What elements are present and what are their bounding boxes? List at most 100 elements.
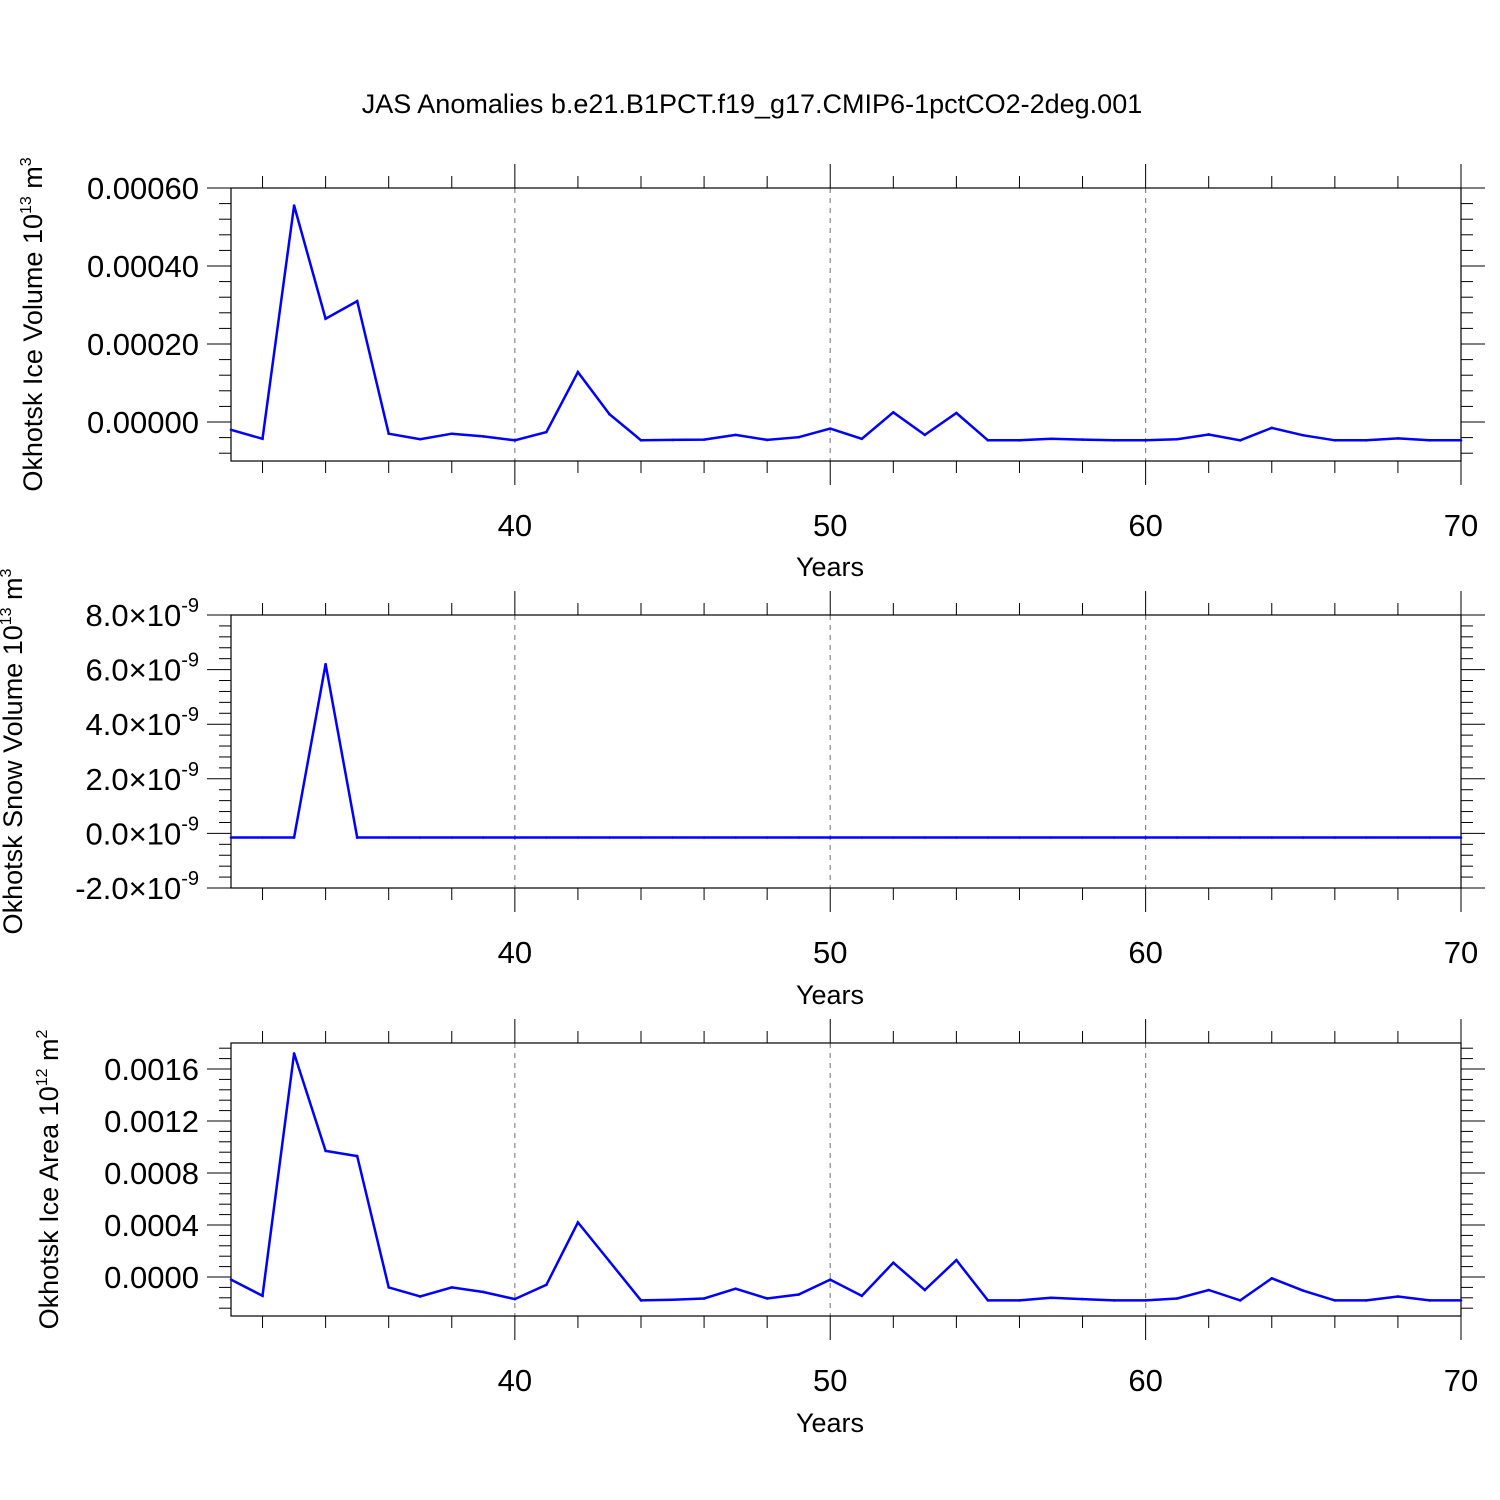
x-tick-label: 70 bbox=[1444, 508, 1478, 543]
panel-1: 40 50 60 70 0.00060 0.00040 0.00020 0.00000 Year… bbox=[18, 157, 1485, 582]
data-point bbox=[671, 836, 674, 839]
y-label-unit-exponent: 2 bbox=[34, 1029, 51, 1038]
ticks bbox=[207, 1019, 1485, 1340]
data-point bbox=[1270, 1277, 1274, 1280]
tick-times: ×10 bbox=[129, 707, 182, 742]
data-point bbox=[1112, 836, 1116, 839]
data-point bbox=[513, 439, 517, 442]
data-point bbox=[608, 836, 611, 839]
data-point bbox=[545, 836, 548, 839]
data-point bbox=[1081, 836, 1084, 839]
y-tick-label: 2.0×10-9 bbox=[86, 759, 200, 797]
data-point bbox=[482, 1290, 485, 1294]
data-point bbox=[1238, 439, 1242, 442]
data-point bbox=[892, 836, 895, 839]
y-label-main: Okhotsk Ice Area 10 bbox=[34, 1086, 64, 1329]
data-point bbox=[986, 439, 990, 442]
data-point bbox=[1175, 836, 1179, 839]
data-point bbox=[1428, 836, 1431, 839]
data-point bbox=[1049, 437, 1053, 441]
data-point bbox=[702, 1297, 706, 1300]
panels: 40 50 60 70 0.00060 0.00040 0.00020 0.00000 Year… bbox=[0, 157, 1485, 1438]
y-tick-label: 8.0×10-9 bbox=[86, 595, 200, 633]
tick-mantissa: 0.0 bbox=[86, 816, 129, 851]
data-point bbox=[1144, 439, 1147, 442]
data-point bbox=[1018, 1299, 1021, 1302]
panel-2: 40 50 60 708.0×10-96.0×10-94.0×10-92.0×10-9… bbox=[0, 568, 1485, 1010]
x-tick-label: 60 bbox=[1128, 508, 1162, 543]
data-point bbox=[639, 836, 643, 839]
y-tick-label: 0.0000 bbox=[104, 1260, 199, 1295]
data-point bbox=[418, 836, 422, 839]
data-point bbox=[355, 299, 359, 303]
y-tick-label: 0.0×10-9 bbox=[86, 813, 200, 851]
data-point bbox=[1459, 836, 1463, 839]
data-point bbox=[229, 836, 233, 839]
x-tick-label: 40 bbox=[498, 1363, 532, 1398]
data-point bbox=[828, 836, 832, 839]
data-point bbox=[1207, 433, 1210, 436]
data-point bbox=[765, 438, 769, 442]
tick-times: ×10 bbox=[129, 762, 182, 797]
tick-times: ×10 bbox=[129, 598, 182, 633]
series-line bbox=[230, 1053, 1461, 1302]
data-point bbox=[324, 1149, 327, 1153]
data-point bbox=[1365, 439, 1368, 442]
tick-exponent: -9 bbox=[181, 704, 199, 726]
data-point bbox=[1018, 836, 1021, 839]
data-point bbox=[261, 437, 264, 441]
y-label-unit-exponent: 3 bbox=[0, 568, 15, 577]
data-point bbox=[955, 836, 958, 839]
data-point bbox=[1428, 1299, 1431, 1302]
data-point bbox=[860, 836, 864, 839]
tick-times: ×10 bbox=[129, 871, 182, 906]
data-point bbox=[923, 836, 927, 839]
tick-mantissa: 2.0 bbox=[86, 762, 129, 797]
data-point bbox=[261, 1294, 264, 1298]
x-axis-label: Years bbox=[796, 980, 864, 1010]
data-point bbox=[671, 1298, 674, 1302]
data-point bbox=[639, 1299, 643, 1302]
data-point bbox=[1175, 437, 1179, 441]
data-point bbox=[450, 1286, 454, 1289]
data-point bbox=[734, 836, 737, 839]
data-point bbox=[1207, 836, 1210, 839]
data-points bbox=[229, 204, 1463, 442]
y-tick-label: 6.0×10-9 bbox=[86, 650, 200, 688]
x-tick-label: 40 bbox=[498, 508, 532, 543]
y-tick-label: 4.0×10-9 bbox=[86, 704, 200, 742]
data-point bbox=[734, 433, 737, 437]
x-axis-label: Years bbox=[796, 552, 864, 582]
data-point bbox=[702, 438, 706, 441]
data-point bbox=[639, 439, 643, 442]
data-point bbox=[892, 410, 895, 414]
data-point bbox=[513, 1297, 517, 1301]
plot-frame bbox=[230, 1042, 1462, 1317]
data-point bbox=[229, 428, 233, 432]
data-point bbox=[608, 1260, 611, 1263]
data-point bbox=[1365, 836, 1368, 839]
data-point bbox=[355, 1154, 359, 1158]
data-point bbox=[576, 836, 580, 839]
data-point bbox=[576, 370, 580, 374]
data-point bbox=[797, 1293, 800, 1296]
y-label-unit: m bbox=[34, 1038, 64, 1068]
data-point bbox=[292, 1052, 296, 1055]
data-point bbox=[671, 438, 674, 442]
tick-mantissa: -2.0 bbox=[75, 871, 128, 906]
data-point bbox=[797, 435, 800, 439]
data-point bbox=[324, 317, 327, 320]
data-point bbox=[1459, 439, 1463, 442]
data-point bbox=[387, 836, 390, 839]
data-point bbox=[1333, 1299, 1337, 1302]
data-points bbox=[229, 1052, 1463, 1302]
data-point bbox=[1333, 836, 1337, 839]
data-point bbox=[450, 432, 454, 436]
y-label-unit: m bbox=[18, 166, 48, 196]
ticks bbox=[207, 591, 1485, 912]
tick-times: ×10 bbox=[129, 816, 182, 851]
data-point bbox=[261, 836, 264, 839]
data-point bbox=[1396, 1295, 1400, 1298]
data-point bbox=[482, 836, 485, 839]
y-axis-label: Okhotsk Snow Volume 1013 m3 bbox=[0, 568, 28, 934]
